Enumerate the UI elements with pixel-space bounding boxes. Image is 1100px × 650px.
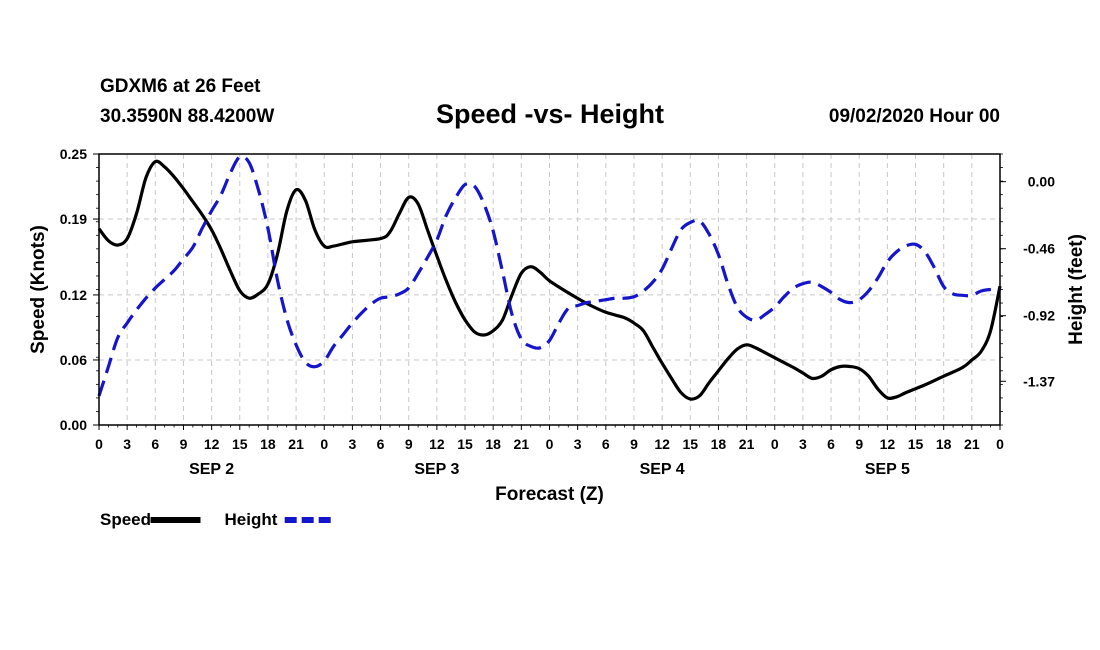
x-tick-label: 18 xyxy=(260,436,276,452)
x-tick-label: 21 xyxy=(514,436,530,452)
x-tick-label: 0 xyxy=(320,436,328,452)
x-tick-label: 12 xyxy=(880,436,896,452)
y-tick-label: 0.19 xyxy=(60,211,87,227)
legend-label-speed: Speed xyxy=(100,510,151,529)
x-tick-label: 3 xyxy=(799,436,807,452)
x-tick-label: 9 xyxy=(405,436,413,452)
x-tick-label: 21 xyxy=(288,436,304,452)
x-axis-title: Forecast (Z) xyxy=(495,484,604,505)
x-tick-label: 0 xyxy=(771,436,779,452)
station-coordinates: 30.3590N 88.4200W xyxy=(100,106,275,127)
x-tick-label: 9 xyxy=(180,436,188,452)
series-line-speed xyxy=(97,159,1002,401)
x-tick-label: 15 xyxy=(232,436,248,452)
x-tick-label: 15 xyxy=(457,436,473,452)
grid xyxy=(99,154,1000,425)
y2-axis-title: Height (feet) xyxy=(1066,234,1087,345)
x-day-label: SEP 3 xyxy=(414,461,459,478)
x-tick-label: 0 xyxy=(996,436,1004,452)
x-day-label: SEP 5 xyxy=(865,461,910,478)
x-tick-label: 9 xyxy=(855,436,863,452)
y2-tick-label: -0.92 xyxy=(1023,308,1055,324)
x-day-label: SEP 4 xyxy=(640,461,685,478)
x-tick-label: 0 xyxy=(95,436,103,452)
x-tick-label: 18 xyxy=(936,436,952,452)
x-tick-label: 6 xyxy=(377,436,385,452)
x-tick-label: 21 xyxy=(739,436,755,452)
legend-label-height: Height xyxy=(225,510,278,529)
x-tick-label: 9 xyxy=(630,436,638,452)
legend: Speed Height xyxy=(100,510,335,529)
forecast-datetime: 09/02/2020 Hour 00 xyxy=(828,106,1000,127)
chart-title: Speed -vs- Height xyxy=(435,99,665,129)
axis-labels: SEP 2 SEP 3 SEP 4 SEP 5 Forecast (Z) Speed (K… xyxy=(28,225,1087,505)
station-name: GDXM6 at 26 Feet xyxy=(100,76,261,97)
x-tick-label: 3 xyxy=(123,436,131,452)
y2-tick-label: 0.00 xyxy=(1028,174,1055,190)
x-tick-label: 12 xyxy=(429,436,445,452)
y-tick-label: 0.00 xyxy=(60,417,87,433)
y2-tick-label: -1.37 xyxy=(1023,373,1055,389)
series-line-height xyxy=(97,154,1001,397)
axes: 0 3 6 9 12 15 18 21 0 3 6 9 12 15 18 21 0 3 6 9 12 15 18 21 0 3 6 9… xyxy=(60,146,1055,452)
x-tick-label: 0 xyxy=(546,436,554,452)
x-tick-label: 6 xyxy=(151,436,159,452)
y-tick-label: 0.25 xyxy=(60,146,87,162)
x-tick-label: 12 xyxy=(204,436,220,452)
y-axis-title: Speed (Knots) xyxy=(28,225,49,354)
x-tick-label: 21 xyxy=(964,436,980,452)
x-tick-label: 6 xyxy=(602,436,610,452)
series-lines xyxy=(97,154,1002,401)
x-tick-label: 3 xyxy=(349,436,357,452)
x-tick-label: 18 xyxy=(711,436,727,452)
y2-tick-label: -0.46 xyxy=(1023,241,1055,257)
y-tick-label: 0.06 xyxy=(60,352,87,368)
x-tick-label: 15 xyxy=(682,436,698,452)
x-tick-label: 18 xyxy=(485,436,501,452)
y-tick-label: 0.12 xyxy=(60,287,87,303)
x-tick-label: 6 xyxy=(827,436,835,452)
x-day-label: SEP 2 xyxy=(189,461,234,478)
x-tick-label: 3 xyxy=(574,436,582,452)
x-tick-label: 15 xyxy=(908,436,924,452)
x-tick-label: 12 xyxy=(654,436,670,452)
